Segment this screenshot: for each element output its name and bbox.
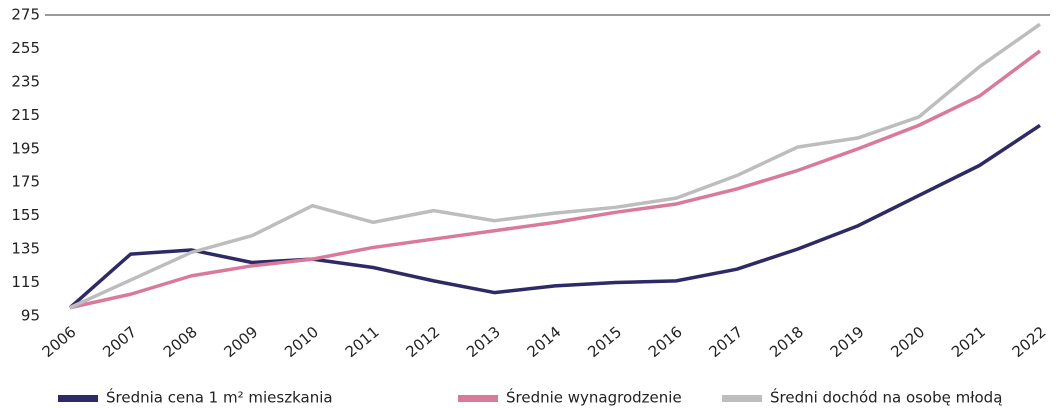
x-tick-label: 2020 (887, 323, 928, 361)
legend-swatch (722, 395, 762, 402)
x-tick-label: 2019 (827, 323, 868, 361)
x-tick-label: 2013 (463, 323, 504, 361)
y-tick-label: 135 (11, 240, 40, 258)
x-tick-label: 2006 (39, 323, 80, 361)
x-tick-label: 2014 (524, 323, 565, 361)
legend-label: Średnia cena 1 m² mieszkania (106, 388, 333, 407)
series-line (68, 123, 1041, 309)
y-tick-label: 195 (11, 139, 40, 157)
x-tick-label: 2010 (281, 323, 322, 361)
y-tick-label: 235 (11, 72, 40, 90)
x-tick-label: 2009 (221, 323, 262, 361)
series-line (69, 49, 1042, 310)
y-tick-label: 255 (11, 39, 40, 57)
x-tick-label: 2007 (99, 323, 140, 361)
x-tick-label: 2017 (706, 323, 747, 361)
x-tick-label: 2018 (766, 323, 807, 361)
y-tick-label: 115 (11, 273, 40, 291)
y-tick-label: 155 (11, 206, 40, 224)
legend-label: Średni dochód na osobę młodą (770, 388, 1002, 407)
y-tick-label: 275 (11, 6, 40, 24)
series-line (69, 22, 1042, 310)
x-tick-label: 2008 (160, 323, 201, 361)
y-tick-label: 95 (21, 307, 40, 325)
x-tick-label: 2022 (1009, 323, 1050, 361)
y-tick-label: 215 (11, 106, 40, 124)
x-tick-label: 2015 (584, 323, 625, 361)
legend-swatch (58, 395, 98, 402)
x-tick-label: 2016 (645, 323, 686, 361)
x-tick-label: 2021 (948, 323, 989, 361)
legend-swatch (458, 395, 498, 402)
y-tick-label: 175 (11, 173, 40, 191)
legend-label: Średnie wynagrodzenie (506, 388, 682, 407)
x-tick-label: 2012 (402, 323, 443, 361)
x-tick-label: 2011 (342, 323, 383, 361)
